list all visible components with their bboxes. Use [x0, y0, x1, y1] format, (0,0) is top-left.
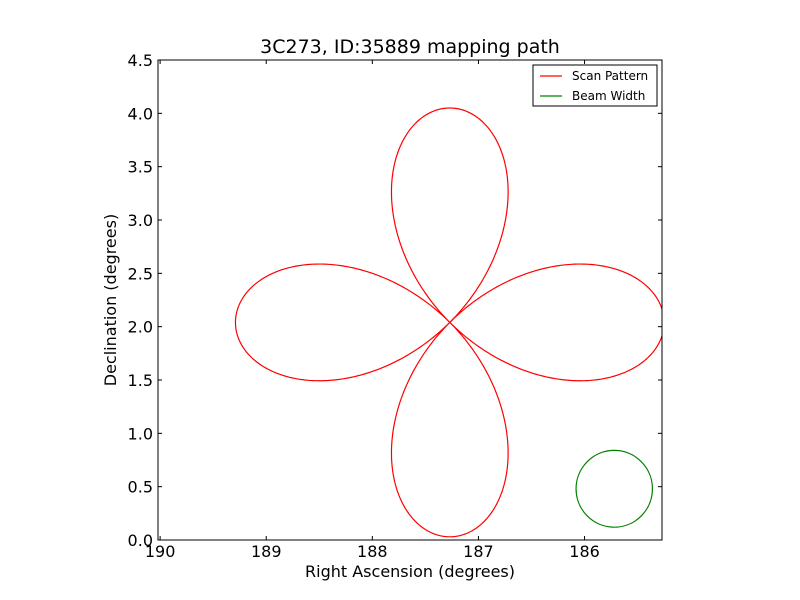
- x-tick-label: 186: [569, 542, 600, 561]
- y-tick-label: 0.5: [128, 478, 153, 497]
- x-tick-label: 187: [463, 542, 494, 561]
- y-tick-label: 3.0: [128, 211, 153, 230]
- x-tick-label: 189: [251, 542, 282, 561]
- y-tick-label: 2.5: [128, 264, 153, 283]
- y-axis: 0.0 0.5 1.0 1.5 2.0 2.5 3.0 3.5 4.0 4.5: [128, 51, 662, 550]
- x-tick-label: 188: [357, 542, 388, 561]
- y-tick-label: 1.0: [128, 424, 153, 443]
- legend-label-beam-width: Beam Width: [572, 89, 645, 103]
- y-tick-label: 4.5: [128, 51, 153, 70]
- x-axis-label: Right Ascension (degrees): [305, 562, 515, 581]
- y-tick-label: 4.0: [128, 104, 153, 123]
- y-axis-label: Declination (degrees): [101, 214, 120, 386]
- chart-title: 3C273, ID:35889 mapping path: [260, 36, 560, 58]
- scan-pattern-line: [234, 107, 662, 538]
- legend-label-scan-pattern: Scan Pattern: [572, 69, 648, 83]
- y-tick-label: 3.5: [128, 158, 153, 177]
- legend: Scan Pattern Beam Width: [532, 64, 658, 107]
- y-tick-label: 1.5: [128, 371, 153, 390]
- beam-width-circle: [575, 449, 654, 528]
- series-layer: [234, 107, 662, 538]
- y-tick-label: 0.0: [128, 531, 153, 550]
- x-tick-label: 190: [145, 542, 176, 561]
- plot-frame: [157, 59, 663, 541]
- y-tick-label: 2.0: [128, 318, 153, 337]
- x-axis: 190 189 188 187 186: [145, 60, 600, 561]
- legend-box: [532, 64, 658, 107]
